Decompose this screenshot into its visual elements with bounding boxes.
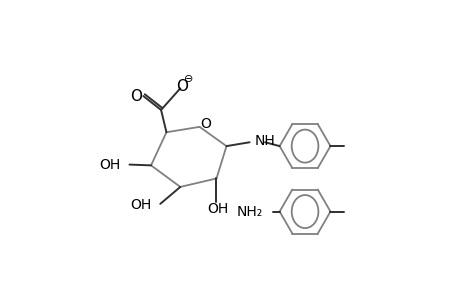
Text: O: O: [130, 89, 142, 104]
Text: O: O: [176, 79, 188, 94]
Text: OH: OH: [99, 158, 120, 172]
Text: OH: OH: [129, 198, 151, 212]
Text: NH: NH: [254, 134, 274, 148]
Text: ⊖: ⊖: [184, 74, 193, 84]
Text: NH₂: NH₂: [236, 205, 262, 219]
Text: O: O: [200, 117, 211, 131]
Text: OH: OH: [207, 202, 228, 216]
